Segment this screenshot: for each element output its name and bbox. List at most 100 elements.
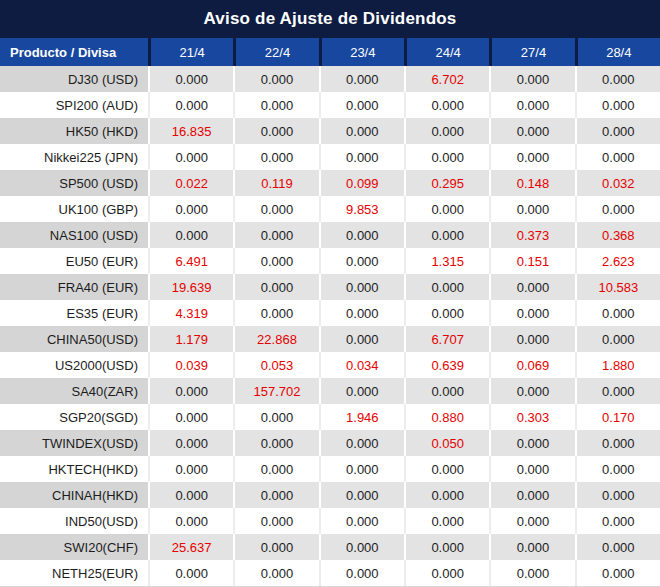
value-cell: 0.000 [319, 534, 404, 560]
value-cell: 0.000 [404, 482, 489, 508]
value-cell: 0.000 [148, 456, 233, 482]
table-row: HKTECH(HKD)0.0000.0000.0000.0000.0000.00… [0, 456, 660, 482]
adjustment-value-cell: 10.583 [575, 274, 660, 300]
adjustment-value-cell: 157.702 [233, 378, 318, 404]
table-row: SP500 (USD)0.0220.1190.0990.2950.1480.03… [0, 170, 660, 196]
value-cell: 0.000 [575, 144, 660, 170]
value-cell: 0.000 [575, 300, 660, 326]
value-cell: 0.000 [148, 560, 233, 586]
value-cell: 0.000 [319, 430, 404, 456]
value-cell: 0.000 [148, 196, 233, 222]
adjustment-value-cell: 6.707 [404, 326, 489, 352]
adjustment-value-cell: 0.053 [233, 352, 318, 378]
adjustment-value-cell: 0.373 [489, 222, 574, 248]
date-column-header: 23/4 [319, 38, 404, 66]
value-cell: 0.000 [489, 482, 574, 508]
product-cell: IND50(USD) [0, 508, 148, 534]
value-cell: 0.000 [319, 508, 404, 534]
value-cell: 0.000 [319, 144, 404, 170]
value-cell: 0.000 [233, 66, 318, 92]
table-row: CHINA50(USD)1.17922.8680.0006.7070.0000.… [0, 326, 660, 352]
page-title-text: Aviso de Ajuste de Dividendos [204, 9, 457, 29]
value-cell: 0.000 [319, 326, 404, 352]
date-column-header: 28/4 [575, 38, 660, 66]
adjustment-value-cell: 6.491 [148, 248, 233, 274]
value-cell: 0.000 [148, 92, 233, 118]
product-cell: HKTECH(HKD) [0, 456, 148, 482]
value-cell: 0.000 [319, 222, 404, 248]
value-cell: 0.000 [489, 300, 574, 326]
product-cell: NAS100 (USD) [0, 222, 148, 248]
table-row: IND50(USD)0.0000.0000.0000.0000.0000.000 [0, 508, 660, 534]
value-cell: 0.000 [489, 560, 574, 586]
adjustment-value-cell: 0.639 [404, 352, 489, 378]
adjustment-value-cell: 0.022 [148, 170, 233, 196]
product-cell: NETH25(EUR) [0, 560, 148, 586]
table-header: Producto / Divisa 21/4 22/4 23/4 24/4 27… [0, 38, 660, 66]
value-cell: 0.000 [233, 456, 318, 482]
value-cell: 0.000 [489, 196, 574, 222]
value-cell: 0.000 [233, 430, 318, 456]
value-cell: 0.000 [233, 560, 318, 586]
adjustment-value-cell: 1.179 [148, 326, 233, 352]
adjustment-value-cell: 0.050 [404, 430, 489, 456]
adjustment-value-cell: 2.623 [575, 248, 660, 274]
date-column-header: 22/4 [233, 38, 318, 66]
product-cell: SGP20(SGD) [0, 404, 148, 430]
table-row: US2000(USD)0.0390.0530.0340.6390.0691.88… [0, 352, 660, 378]
value-cell: 0.000 [404, 378, 489, 404]
value-cell: 0.000 [404, 222, 489, 248]
dividends-table: Producto / Divisa 21/4 22/4 23/4 24/4 27… [0, 38, 660, 586]
adjustment-value-cell: 0.170 [575, 404, 660, 430]
value-cell: 0.000 [404, 144, 489, 170]
product-cell: CHINAH(HKD) [0, 482, 148, 508]
table-row: NETH25(EUR)0.0000.0000.0000.0000.0000.00… [0, 560, 660, 586]
table-row: SA40(ZAR)0.000157.7020.0000.0000.0000.00… [0, 378, 660, 404]
adjustment-value-cell: 0.039 [148, 352, 233, 378]
value-cell: 0.000 [575, 534, 660, 560]
table-row: HK50 (HKD)16.8350.0000.0000.0000.0000.00… [0, 118, 660, 144]
value-cell: 0.000 [148, 430, 233, 456]
adjustment-value-cell: 0.880 [404, 404, 489, 430]
value-cell: 0.000 [489, 66, 574, 92]
value-cell: 0.000 [489, 378, 574, 404]
value-cell: 0.000 [404, 508, 489, 534]
adjustment-value-cell: 6.702 [404, 66, 489, 92]
value-cell: 0.000 [148, 222, 233, 248]
value-cell: 0.000 [148, 378, 233, 404]
value-cell: 0.000 [489, 326, 574, 352]
value-cell: 0.000 [233, 274, 318, 300]
adjustment-value-cell: 1.946 [319, 404, 404, 430]
value-cell: 0.000 [233, 482, 318, 508]
adjustment-value-cell: 4.319 [148, 300, 233, 326]
value-cell: 0.000 [404, 300, 489, 326]
table-row: ES35 (EUR)4.3190.0000.0000.0000.0000.000 [0, 300, 660, 326]
value-cell: 0.000 [575, 326, 660, 352]
table-row: NAS100 (USD)0.0000.0000.0000.0000.3730.3… [0, 222, 660, 248]
adjustment-value-cell: 0.099 [319, 170, 404, 196]
date-column-header: 24/4 [404, 38, 489, 66]
product-cell: TWINDEX(USD) [0, 430, 148, 456]
table-row: SGP20(SGD)0.0000.0001.9460.8800.3030.170 [0, 404, 660, 430]
value-cell: 0.000 [404, 274, 489, 300]
value-cell: 0.000 [233, 404, 318, 430]
adjustment-value-cell: 9.853 [319, 196, 404, 222]
value-cell: 0.000 [575, 92, 660, 118]
table-row: UK100 (GBP)0.0000.0009.8530.0000.0000.00… [0, 196, 660, 222]
value-cell: 0.000 [575, 456, 660, 482]
value-cell: 0.000 [489, 92, 574, 118]
date-column-header: 27/4 [489, 38, 574, 66]
value-cell: 0.000 [233, 222, 318, 248]
value-cell: 0.000 [319, 92, 404, 118]
value-cell: 0.000 [489, 534, 574, 560]
value-cell: 0.000 [233, 144, 318, 170]
table-row: SPI200 (AUD)0.0000.0000.0000.0000.0000.0… [0, 92, 660, 118]
adjustment-value-cell: 22.868 [233, 326, 318, 352]
adjustment-value-cell: 1.315 [404, 248, 489, 274]
table-row: Nikkei225 (JPN)0.0000.0000.0000.0000.000… [0, 144, 660, 170]
value-cell: 0.000 [404, 560, 489, 586]
product-cell: CHINA50(USD) [0, 326, 148, 352]
value-cell: 0.000 [233, 508, 318, 534]
product-cell: HK50 (HKD) [0, 118, 148, 144]
product-cell: ES35 (EUR) [0, 300, 148, 326]
